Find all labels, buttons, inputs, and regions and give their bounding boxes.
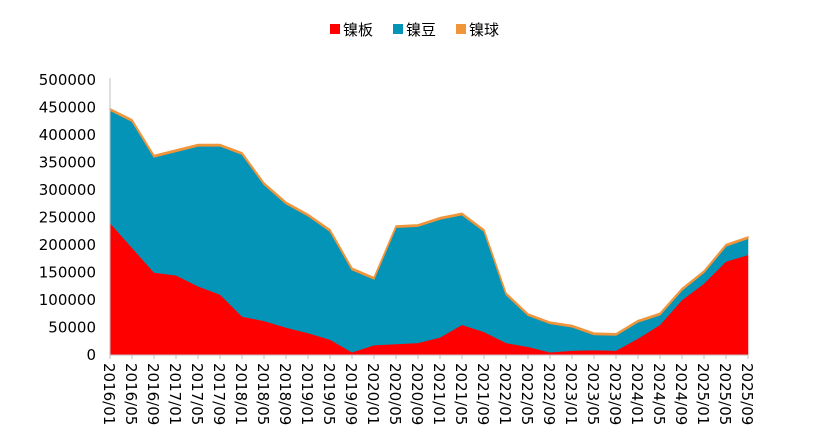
x-tick-label: 2018/05 (254, 363, 272, 425)
y-tick-label: 100000 (39, 291, 96, 309)
y-tick-label: 150000 (39, 264, 96, 282)
x-tick-label: 2025/09 (738, 363, 756, 425)
x-tick-label: 2016/05 (122, 363, 140, 425)
y-tick-label: 50000 (48, 319, 96, 337)
y-tick-label: 450000 (39, 99, 96, 117)
x-tick-label: 2024/05 (650, 363, 668, 425)
x-tick-label: 2025/05 (716, 363, 734, 425)
x-tick-label: 2017/09 (210, 363, 228, 425)
x-tick-label: 2021/05 (452, 363, 470, 425)
y-tick-label: 0 (86, 346, 96, 364)
x-tick-label: 2018/09 (276, 363, 294, 425)
x-tick-label: 2022/01 (496, 363, 514, 425)
legend-swatch (456, 24, 466, 34)
x-tick-label: 2023/01 (562, 363, 580, 425)
x-tick-label: 2019/01 (298, 363, 316, 425)
x-tick-label: 2024/01 (628, 363, 646, 425)
y-tick-label: 300000 (39, 181, 96, 199)
x-axis: 2016/01 2016/05 2016/09 2017/01 2017/05 2017/… (100, 354, 756, 425)
x-tick-label: 2025/01 (694, 363, 712, 425)
x-tick-label: 2023/09 (606, 363, 624, 425)
x-tick-label: 2022/09 (540, 363, 558, 425)
y-axis: 5000004500004000003500003000002500002000… (39, 71, 111, 364)
y-tick-label: 200000 (39, 236, 96, 254)
x-tick-label: 2017/01 (166, 363, 184, 425)
x-tick-label: 2019/09 (342, 363, 360, 425)
y-tick-label: 250000 (39, 209, 96, 227)
x-tick-label: 2019/05 (320, 363, 338, 425)
legend-swatch (393, 24, 403, 34)
x-tick-label: 2020/05 (386, 363, 404, 425)
plot-area (109, 107, 749, 356)
x-tick-label: 2020/01 (364, 363, 382, 425)
legend: 镍板 镍豆 镍球 (330, 21, 499, 39)
x-tick-label: 2016/09 (144, 363, 162, 425)
x-tick-label: 2018/01 (232, 363, 250, 425)
y-tick-label: 400000 (39, 126, 96, 144)
legend-label: 镍豆 (406, 21, 436, 39)
legend-label: 镍球 (469, 21, 499, 39)
x-tick-label: 2021/09 (474, 363, 492, 425)
x-tick-label: 2020/09 (408, 363, 426, 425)
y-tick-label: 350000 (39, 154, 96, 172)
x-tick-label: 2016/01 (100, 363, 118, 425)
x-tick-label: 2021/01 (430, 363, 448, 425)
x-tick-label: 2023/05 (584, 363, 602, 425)
legend-swatch (330, 24, 340, 34)
x-tick-label: 2022/05 (518, 363, 536, 425)
nickel-ball-area (109, 107, 749, 336)
x-tick-label: 2024/09 (672, 363, 690, 425)
legend-label: 镍板 (343, 21, 373, 39)
y-tick-label: 500000 (39, 71, 96, 89)
x-tick-label: 2017/05 (188, 363, 206, 425)
